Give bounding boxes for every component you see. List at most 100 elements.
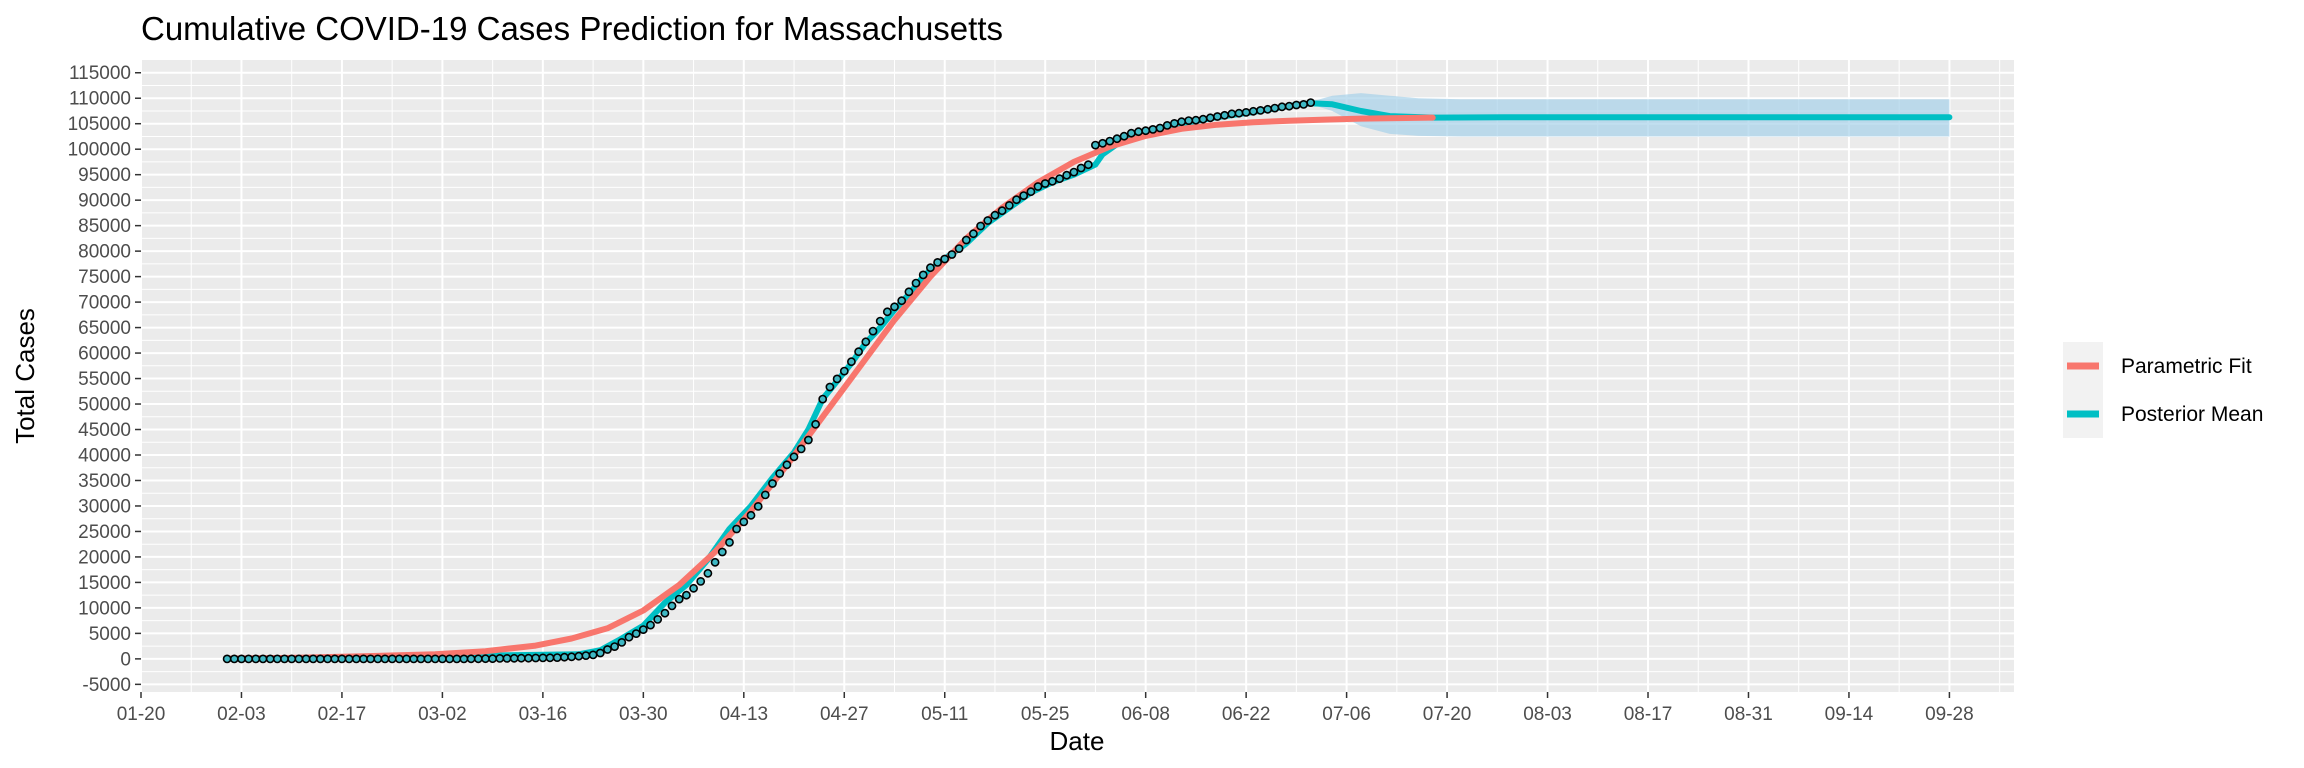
observed-point xyxy=(782,460,792,470)
observed-point xyxy=(409,654,419,664)
observed-point xyxy=(674,594,684,604)
observed-point xyxy=(301,654,311,664)
observed-point xyxy=(437,654,447,664)
observed-point xyxy=(330,654,340,664)
x-axis-title: Date xyxy=(1050,726,1105,756)
observed-point xyxy=(689,583,698,593)
observed-point xyxy=(237,654,246,664)
observed-point xyxy=(832,374,842,384)
observed-point xyxy=(918,270,928,280)
observed-point xyxy=(481,654,490,664)
observed-point xyxy=(1040,179,1050,188)
observed-point xyxy=(1019,191,1029,200)
observed-point xyxy=(1277,102,1287,112)
observed-point xyxy=(847,357,856,367)
y-tick-label: 70000 xyxy=(78,293,131,314)
y-tick-label: 90000 xyxy=(78,191,131,212)
observed-point xyxy=(1162,121,1172,130)
observed-point xyxy=(574,651,584,661)
y-tick-label: 95000 xyxy=(78,165,131,186)
legend-label: Parametric Fit xyxy=(2121,355,2252,378)
observed-point xyxy=(753,501,763,511)
observed-point xyxy=(1170,119,1179,128)
observed-point xyxy=(524,653,533,663)
observed-point xyxy=(682,590,691,600)
observed-point xyxy=(560,652,569,662)
observed-point xyxy=(1119,131,1129,141)
observed-point xyxy=(1105,136,1115,146)
observed-point xyxy=(473,654,483,664)
x-tick-label: 03-30 xyxy=(619,704,668,725)
observed-point xyxy=(466,654,476,664)
observed-point xyxy=(976,221,985,231)
observed-point xyxy=(1205,113,1215,123)
observed-point xyxy=(1284,101,1294,111)
x-tick-label: 07-06 xyxy=(1322,704,1371,725)
y-tick-label: 35000 xyxy=(78,471,131,492)
observed-point xyxy=(710,557,720,567)
observed-point xyxy=(416,654,426,664)
observed-point xyxy=(344,654,354,664)
x-axis: 01-20 02-03 02-17 03-02 03-16 03-30 04-13 04-27… xyxy=(117,692,1974,725)
observed-point xyxy=(287,654,297,664)
parametric-fit-line xyxy=(224,114,1436,662)
observed-point xyxy=(323,654,332,664)
observed-point xyxy=(796,444,806,454)
observed-point xyxy=(1234,108,1244,118)
observed-point xyxy=(1299,100,1308,109)
observed-point xyxy=(725,538,734,547)
observed-point xyxy=(897,296,907,306)
x-tick-label: 03-02 xyxy=(418,704,467,725)
observed-point xyxy=(538,653,548,663)
observed-point xyxy=(1026,187,1036,197)
observed-point xyxy=(1241,108,1251,117)
observed-point xyxy=(789,452,799,462)
observed-point xyxy=(825,382,835,392)
observed-point xyxy=(459,654,469,664)
observed-point xyxy=(430,654,440,664)
observed-point xyxy=(610,642,619,651)
y-tick-label: 15000 xyxy=(78,573,131,594)
y-tick-label: -5000 xyxy=(82,675,131,696)
chart-title: Cumulative COVID-19 Cases Prediction for… xyxy=(141,10,1003,47)
observed-point xyxy=(552,653,562,662)
observed-point xyxy=(394,654,404,664)
x-tick-label: 09-14 xyxy=(1825,704,1874,725)
observed-point xyxy=(588,650,598,660)
observed-point xyxy=(387,654,397,664)
observed-point xyxy=(818,394,828,404)
x-tick-label: 07-20 xyxy=(1423,704,1472,725)
observed-point xyxy=(990,210,1000,220)
observed-point xyxy=(595,648,605,658)
observed-point xyxy=(875,316,885,326)
x-tick-label: 06-08 xyxy=(1121,704,1170,725)
observed-point xyxy=(229,654,239,664)
y-tick-label: 55000 xyxy=(78,369,131,390)
y-tick-label: 110000 xyxy=(69,89,131,110)
observed-point xyxy=(402,654,411,664)
observed-point xyxy=(1055,174,1064,184)
y-axis-title: Total Cases xyxy=(10,308,40,444)
legend: Parametric Fit Posterior Mean xyxy=(2063,342,2263,438)
observed-point xyxy=(272,654,282,664)
major-gridlines xyxy=(140,60,2014,692)
observed-point xyxy=(294,654,304,664)
observed-point xyxy=(495,654,505,663)
observed-point xyxy=(768,479,777,488)
observed-point xyxy=(1263,104,1273,114)
observed-point xyxy=(1191,115,1201,125)
observed-point xyxy=(603,645,612,654)
x-tick-label: 06-22 xyxy=(1222,704,1271,725)
x-tick-label: 02-17 xyxy=(318,704,367,725)
observed-point xyxy=(617,638,627,647)
observed-point xyxy=(1134,127,1143,137)
observed-point xyxy=(861,337,871,347)
x-tick-label: 01-20 xyxy=(117,704,166,725)
observed-point xyxy=(1062,170,1072,180)
observed-points xyxy=(222,98,1316,664)
observed-point xyxy=(373,654,383,664)
y-tick-label: 30000 xyxy=(78,496,131,517)
observed-point xyxy=(940,254,950,264)
y-axis: -5000 0 5000 10000 15000 20000 25000 30000 35000… xyxy=(68,63,141,696)
observed-point xyxy=(1091,140,1100,150)
